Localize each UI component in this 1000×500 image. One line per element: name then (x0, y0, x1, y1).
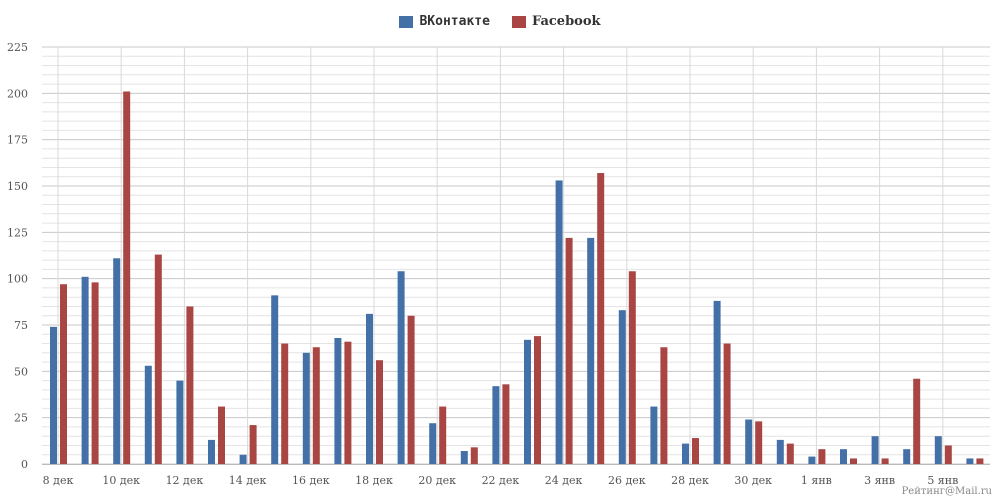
bar-facebook (755, 421, 763, 464)
x-tick-label: 1 янв (801, 474, 832, 487)
bar-facebook (850, 458, 857, 464)
bar-vkontakte (682, 443, 689, 464)
bar-vkontakte (555, 180, 563, 464)
bar-vkontakte (429, 423, 437, 464)
bar-facebook (249, 425, 257, 464)
legend-label-facebook: Facebook (531, 14, 601, 29)
x-tick-label: 8 дек (43, 474, 74, 487)
bar-facebook (439, 406, 447, 464)
legend-swatch-vkontakte (399, 15, 414, 28)
bar-vkontakte (144, 365, 152, 464)
bar-vkontakte (618, 310, 626, 464)
bar-vkontakte (113, 258, 121, 464)
x-tick-label: 22 дек (482, 474, 520, 487)
bar-facebook (786, 443, 794, 464)
bar-facebook (154, 254, 162, 464)
bar-facebook (692, 438, 699, 464)
bar-vkontakte (81, 276, 89, 464)
bar-facebook (944, 445, 952, 464)
x-tick-label: 10 дек (102, 474, 140, 487)
bar-vkontakte (50, 326, 57, 464)
y-tick-label: 50 (14, 365, 28, 378)
x-tick-label: 14 дек (229, 474, 267, 487)
watermark: Рейтинг@Mail.ru (901, 486, 992, 497)
bar-vkontakte (334, 337, 342, 464)
bar-facebook (470, 447, 478, 464)
bar-vkontakte (176, 380, 184, 464)
bar-facebook (565, 237, 573, 464)
grid-lines (42, 46, 990, 465)
bar-vkontakte (903, 449, 911, 464)
bar-vkontakte (934, 436, 942, 464)
legend-swatch-facebook (511, 15, 526, 28)
x-tick-label: 24 дек (545, 474, 583, 487)
bar-facebook (913, 378, 921, 464)
bar-vkontakte (776, 439, 784, 464)
x-tick-label: 12 дек (166, 474, 204, 487)
y-tick-label: 75 (14, 319, 28, 332)
bar-facebook (976, 458, 984, 464)
bar-vkontakte (208, 439, 215, 464)
x-tick-label: 16 дек (292, 474, 330, 487)
bar-vkontakte (302, 352, 310, 464)
bar-facebook (660, 347, 668, 464)
bar-vkontakte (713, 300, 721, 464)
y-tick-label: 0 (21, 458, 28, 471)
y-tick-label: 175 (7, 134, 28, 147)
y-tick-label: 125 (7, 226, 28, 239)
bar-facebook (818, 449, 826, 464)
x-tick-label: 26 дек (608, 474, 646, 487)
bar-facebook (91, 282, 99, 464)
bar-vkontakte (587, 237, 595, 464)
bar-facebook (534, 336, 541, 464)
legend-item-vkontakte[interactable]: ВКонтакте (399, 14, 490, 29)
x-tick-label: 20 дек (418, 474, 456, 487)
bar-facebook (281, 343, 289, 464)
x-tick-label: 18 дек (355, 474, 393, 487)
bar-vkontakte (871, 436, 879, 464)
bar-facebook (344, 341, 352, 464)
bar-facebook (628, 271, 636, 464)
bar-vkontakte (840, 449, 847, 464)
x-tick-label: 3 янв (864, 474, 895, 487)
legend: ВКонтакте Facebook (0, 14, 1000, 29)
bar-facebook (723, 343, 731, 464)
bar-vkontakte (966, 458, 974, 464)
bar-vkontakte (650, 406, 658, 464)
bar-vkontakte (366, 313, 373, 464)
x-tick-label: 30 дек (734, 474, 772, 487)
bar-facebook (881, 458, 889, 464)
bar-facebook (502, 384, 510, 464)
axes: 0 25 50 75 100 125 150 175 200 225 8 дек 10 дек 12 д… (7, 41, 990, 487)
bar-facebook (123, 91, 131, 464)
bar-vkontakte (239, 454, 247, 464)
y-tick-label: 150 (7, 180, 28, 193)
bar-vkontakte (271, 295, 279, 464)
legend-item-facebook[interactable]: Facebook (511, 14, 601, 29)
legend-label-vkontakte: ВКонтакте (419, 14, 490, 29)
bar-vkontakte (397, 271, 405, 464)
bar-facebook (376, 360, 383, 464)
y-tick-label: 225 (7, 41, 28, 54)
y-tick-label: 25 (14, 412, 28, 425)
bar-facebook (312, 347, 320, 464)
y-tick-label: 100 (7, 273, 28, 286)
bar-vkontakte (524, 339, 531, 464)
bar-facebook (218, 406, 225, 464)
bar-vkontakte (460, 451, 468, 464)
x-tick-label: 5 янв (927, 474, 958, 487)
bar-vkontakte (808, 456, 816, 464)
x-tick-label: 28 дек (671, 474, 709, 487)
bar-facebook (407, 315, 415, 464)
bar-facebook (597, 173, 605, 464)
bar-facebook (60, 284, 67, 464)
bar-vkontakte (745, 419, 753, 464)
y-tick-label: 200 (7, 87, 28, 100)
bar-facebook (186, 306, 194, 464)
bar-vkontakte (492, 386, 500, 464)
bars (50, 91, 984, 464)
